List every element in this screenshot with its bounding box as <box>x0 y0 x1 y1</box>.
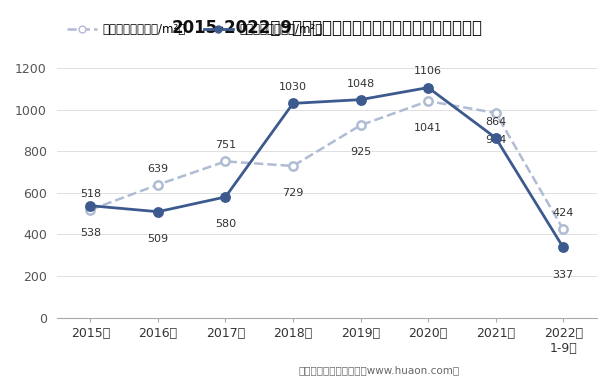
Text: 984: 984 <box>485 135 506 145</box>
Text: 1041: 1041 <box>414 123 442 133</box>
Text: 518: 518 <box>80 189 101 199</box>
Text: 864: 864 <box>485 117 506 127</box>
Legend: 出让地面均价（元/m²）, 成交地面均价（元/m²）: 出让地面均价（元/m²）, 成交地面均价（元/m²） <box>62 18 327 40</box>
Text: 509: 509 <box>147 234 168 244</box>
Text: 1030: 1030 <box>279 82 307 92</box>
Text: 337: 337 <box>553 270 574 280</box>
Text: 1106: 1106 <box>414 66 442 77</box>
Text: 925: 925 <box>350 147 371 157</box>
Text: 751: 751 <box>215 140 236 150</box>
Text: 424: 424 <box>553 208 574 218</box>
Title: 2015-2022年9月黑龙江省出让地面均价与成交均价对比图: 2015-2022年9月黑龙江省出让地面均价与成交均价对比图 <box>171 19 482 37</box>
Text: 538: 538 <box>80 228 101 238</box>
Text: 639: 639 <box>147 163 168 174</box>
Text: 580: 580 <box>215 219 236 229</box>
Text: 729: 729 <box>282 188 304 198</box>
Text: 制图：华经产业研究院（www.huaon.com）: 制图：华经产业研究院（www.huaon.com） <box>299 365 460 375</box>
Text: 1048: 1048 <box>346 78 375 88</box>
